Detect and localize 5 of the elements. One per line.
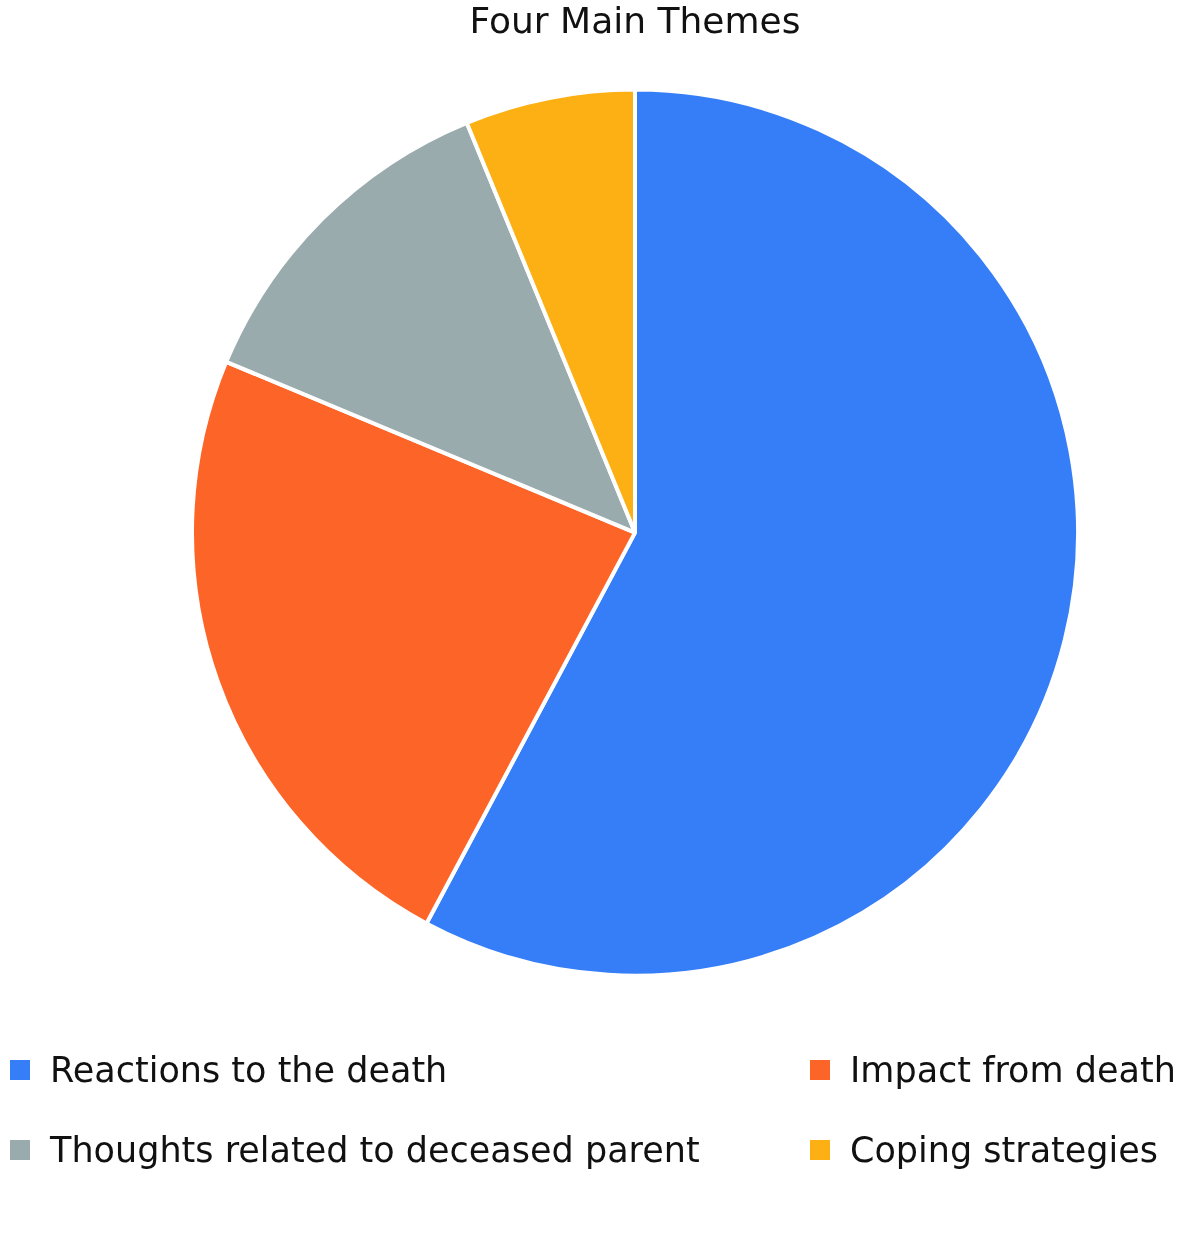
chart-title: Four Main Themes [469, 0, 801, 41]
legend-label: Coping strategies [850, 1130, 1159, 1170]
legend-label: Thoughts related to deceased parent [50, 1130, 700, 1170]
legend-label: Reactions to the death [50, 1050, 448, 1090]
legend-label: Impact from death [850, 1050, 1176, 1090]
